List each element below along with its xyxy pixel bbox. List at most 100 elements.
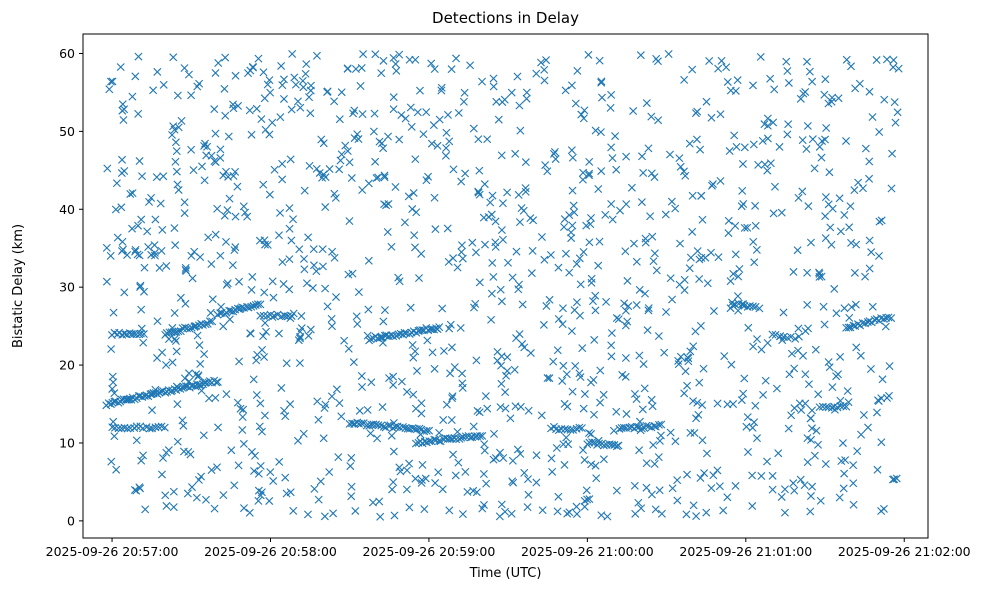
data-point: [318, 262, 327, 271]
data-point: [700, 469, 709, 478]
data-point: [123, 424, 132, 433]
data-point: [380, 173, 389, 182]
data-point: [139, 338, 148, 347]
data-point: [261, 318, 270, 327]
data-point: [376, 512, 385, 521]
data-point: [120, 167, 129, 176]
data-point: [804, 380, 813, 389]
data-point: [616, 206, 625, 215]
data-point: [132, 436, 141, 445]
data-point: [850, 186, 859, 195]
data-point: [740, 143, 749, 152]
data-point: [647, 490, 656, 499]
data-point: [791, 334, 800, 343]
data-point: [612, 442, 621, 451]
data-point: [814, 440, 823, 449]
data-point: [387, 431, 396, 440]
data-point: [453, 263, 462, 272]
data-point: [612, 486, 621, 495]
data-point: [247, 285, 256, 294]
data-point: [689, 342, 698, 351]
data-point: [835, 194, 844, 203]
data-point: [134, 221, 143, 230]
data-point: [501, 388, 510, 397]
data-point: [169, 503, 178, 512]
data-point: [128, 92, 137, 101]
data-point: [380, 200, 389, 209]
data-point: [187, 251, 196, 260]
data-point: [279, 75, 288, 84]
data-point: [716, 176, 725, 185]
data-point: [349, 109, 358, 118]
data-point: [508, 273, 517, 282]
data-point: [378, 403, 387, 412]
data-point: [695, 255, 704, 264]
data-point: [545, 295, 554, 304]
data-point: [649, 257, 658, 266]
y-tick-label: 60: [59, 46, 75, 61]
data-point: [172, 147, 181, 156]
data-point: [263, 80, 272, 89]
data-point: [411, 243, 420, 252]
data-point: [821, 460, 830, 469]
data-point: [168, 130, 177, 139]
data-point: [853, 447, 862, 456]
data-point: [434, 436, 443, 445]
data-point: [752, 245, 761, 254]
data-point: [437, 86, 446, 95]
data-point: [413, 108, 422, 117]
data-point: [734, 306, 743, 315]
data-point: [184, 448, 193, 457]
data-point: [726, 304, 735, 313]
data-point: [872, 56, 881, 65]
data-point: [286, 400, 295, 409]
data-point: [524, 490, 533, 499]
data-point: [481, 392, 490, 401]
data-point: [366, 429, 375, 438]
data-point: [606, 103, 615, 112]
data-point: [821, 75, 830, 84]
data-point: [490, 429, 499, 438]
data-point: [249, 63, 258, 72]
data-point: [748, 302, 757, 311]
data-point: [580, 502, 589, 511]
data-point: [198, 320, 207, 329]
data-point: [391, 183, 400, 191]
data-point: [433, 141, 442, 150]
data-point: [554, 492, 563, 501]
data-point: [692, 414, 701, 423]
data-point: [109, 417, 118, 426]
data-point: [622, 200, 631, 209]
data-point: [698, 215, 707, 224]
data-point: [260, 353, 269, 362]
data-point: [364, 305, 373, 314]
data-point: [384, 421, 393, 430]
data-point: [847, 62, 855, 71]
data-point: [849, 479, 858, 488]
data-point: [588, 297, 597, 306]
data-point: [412, 366, 421, 375]
data-point: [654, 332, 663, 341]
data-point: [395, 135, 404, 144]
data-point: [560, 460, 569, 469]
data-point: [830, 405, 839, 414]
data-point: [783, 66, 792, 75]
data-point: [225, 194, 234, 203]
data-point: [266, 88, 275, 97]
data-point: [279, 94, 288, 103]
data-point: [296, 103, 305, 112]
data-point: [431, 436, 440, 444]
data-point: [654, 453, 663, 462]
data-point: [497, 226, 506, 235]
data-point: [842, 136, 851, 145]
data-point: [471, 248, 480, 257]
data-point: [578, 175, 587, 184]
data-point: [796, 94, 805, 103]
data-point: [268, 118, 277, 127]
data-point: [526, 214, 535, 223]
data-point: [171, 337, 180, 346]
data-point: [674, 360, 683, 369]
data-point: [417, 249, 426, 258]
data-point: [329, 509, 338, 518]
data-point: [518, 300, 527, 309]
